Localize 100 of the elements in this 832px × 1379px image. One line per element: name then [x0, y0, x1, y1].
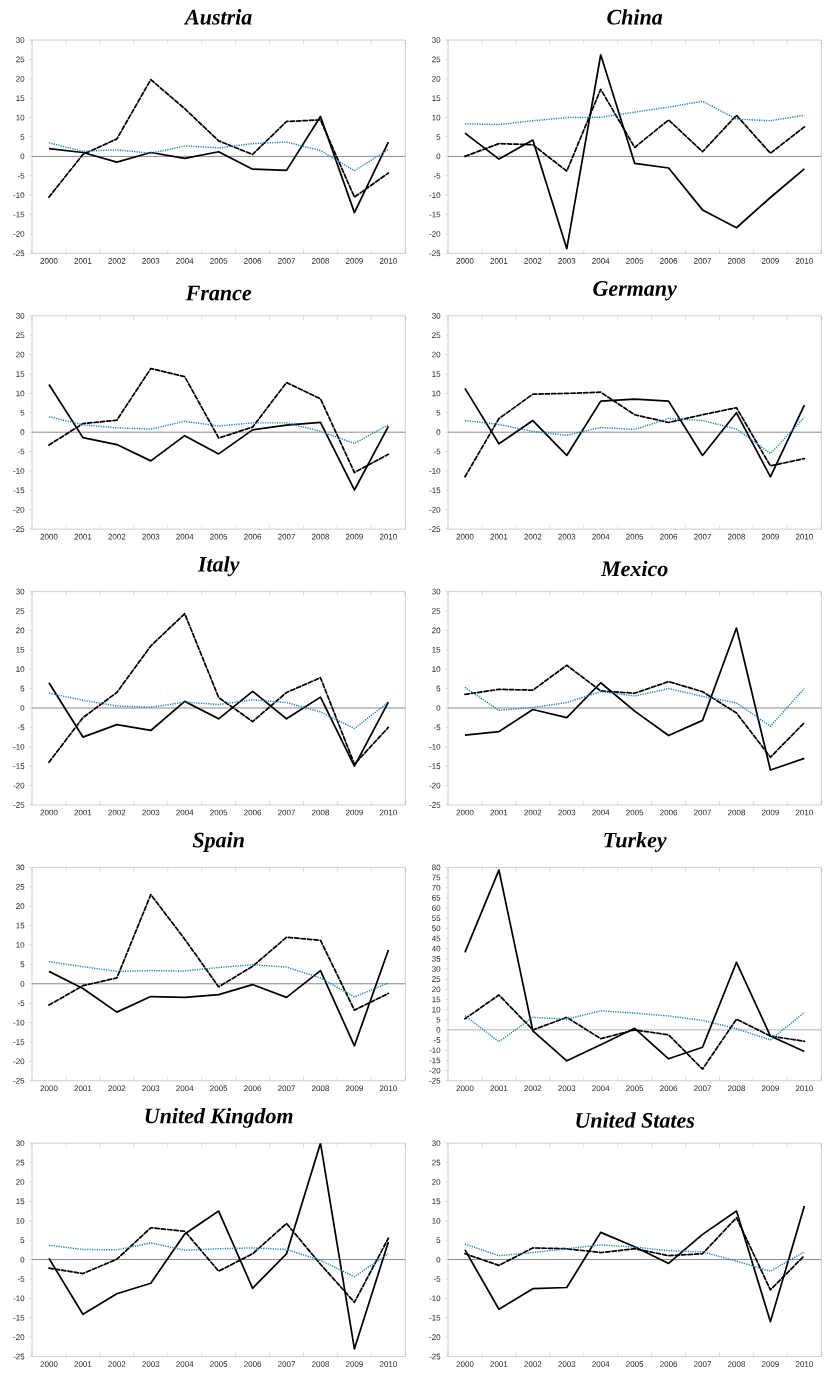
- x-tick-label: 2006: [660, 1085, 678, 1092]
- x-tick-label: 2010: [795, 1085, 813, 1092]
- y-tick-label: 25: [432, 56, 441, 63]
- x-tick-label: 2010: [379, 258, 397, 264]
- x-tick-label: 2007: [278, 1361, 296, 1367]
- y-tick-label: 15: [16, 647, 25, 653]
- x-tick-label: 2001: [74, 1361, 92, 1367]
- y-tick-label: 20: [432, 627, 441, 634]
- y-tick-label: 15: [432, 996, 441, 1003]
- x-tick-label: 2005: [626, 1085, 644, 1092]
- y-tick-label: -15: [13, 763, 25, 769]
- y-tick-label: 0: [436, 1027, 441, 1033]
- y-tick-label: 5: [20, 134, 25, 140]
- y-tick-label: 20: [16, 627, 25, 634]
- y-tick-label: -20: [13, 782, 25, 789]
- y-tick-label: -25: [429, 1077, 441, 1084]
- y-tick-label: -5: [433, 1037, 441, 1043]
- y-tick-label: -10: [429, 1047, 441, 1054]
- chart-title: Austria: [183, 9, 252, 25]
- y-tick-label: -20: [429, 231, 441, 237]
- x-tick-label: 2005: [626, 809, 644, 816]
- chart-title: United States: [576, 1112, 695, 1128]
- x-tick-label: 2001: [74, 809, 92, 816]
- x-tick-label: 2007: [694, 533, 712, 540]
- x-tick-label: 2007: [694, 258, 712, 264]
- x-tick-label: 2010: [795, 533, 813, 540]
- x-tick-label: 2009: [761, 258, 779, 264]
- y-tick-label: 0: [20, 153, 25, 160]
- y-tick-label: -5: [433, 172, 441, 179]
- y-tick-label: 5: [436, 134, 441, 140]
- x-tick-label: 2002: [108, 1085, 126, 1092]
- chart-title: China: [607, 9, 663, 25]
- x-tick-label: 2009: [345, 1085, 363, 1092]
- y-tick-label: 50: [432, 925, 441, 932]
- x-tick-label: 2006: [244, 533, 262, 540]
- x-tick-label: 2002: [524, 1085, 542, 1092]
- y-tick-label: -10: [13, 1019, 25, 1026]
- y-tick-label: 40: [431, 945, 441, 952]
- y-tick-label: -20: [13, 506, 25, 513]
- x-tick-label: 2004: [176, 809, 194, 816]
- x-tick-label: 2006: [660, 533, 678, 540]
- y-tick-label: -20: [429, 1334, 441, 1340]
- x-tick-label: 2010: [379, 809, 397, 816]
- y-tick-label: 5: [20, 1237, 25, 1243]
- y-tick-label: -15: [429, 763, 441, 769]
- x-tick-label: 2009: [345, 809, 363, 816]
- x-tick-label: 2008: [311, 533, 330, 540]
- x-tick-label: 2006: [660, 1361, 678, 1367]
- y-tick-label: -5: [433, 448, 441, 455]
- x-tick-label: 2004: [592, 533, 610, 540]
- y-tick-label: 65: [432, 895, 441, 901]
- x-tick-label: 2002: [108, 809, 126, 816]
- x-tick-label: 2007: [278, 1085, 296, 1092]
- x-tick-label: 2003: [558, 533, 576, 540]
- x-tick-label: 2003: [558, 1085, 576, 1092]
- x-tick-label: 2003: [142, 1085, 160, 1092]
- y-tick-label: -25: [429, 526, 441, 532]
- y-tick-label: 10: [432, 114, 441, 121]
- x-tick-label: 2004: [592, 1085, 610, 1092]
- y-tick-label: 15: [432, 1198, 441, 1205]
- x-tick-label: 2005: [210, 533, 228, 540]
- x-tick-label: 2006: [244, 1361, 262, 1367]
- y-tick-label: 20: [16, 351, 25, 358]
- x-tick-label: 2007: [694, 1361, 712, 1367]
- y-tick-label: 30: [16, 864, 25, 871]
- y-tick-label: -5: [433, 1276, 441, 1282]
- x-tick-label: 2007: [694, 809, 712, 816]
- y-tick-label: 25: [432, 976, 441, 982]
- x-tick-label: 2000: [40, 533, 58, 540]
- y-tick-label: 25: [16, 56, 25, 63]
- chart-title: Turkey: [604, 832, 667, 853]
- y-tick-label: 30: [432, 966, 441, 972]
- y-tick-label: 15: [16, 1198, 25, 1205]
- x-tick-label: 2003: [142, 1361, 160, 1367]
- y-tick-label: 20: [432, 75, 441, 82]
- x-tick-label: 2009: [761, 533, 779, 540]
- y-tick-label: 20: [16, 75, 25, 82]
- y-tick-label: 25: [432, 1159, 441, 1166]
- x-tick-label: 2001: [490, 258, 508, 264]
- y-tick-label: -15: [429, 1057, 441, 1064]
- y-tick-label: 60: [432, 905, 441, 911]
- x-tick-label: 2001: [490, 1361, 508, 1367]
- x-tick-label: 2004: [176, 533, 194, 540]
- y-tick-label: 5: [20, 685, 25, 692]
- y-tick-label: 35: [432, 956, 441, 962]
- y-tick-label: 70: [432, 884, 441, 891]
- y-tick-label: -10: [429, 1295, 441, 1302]
- y-tick-label: 15: [432, 647, 441, 653]
- y-tick-label: 25: [16, 608, 25, 614]
- y-tick-label: -25: [13, 1353, 25, 1360]
- y-tick-label: -10: [13, 192, 25, 199]
- y-tick-label: 5: [436, 685, 441, 692]
- y-tick-label: 10: [432, 1006, 441, 1013]
- chart-title: Spain: [192, 832, 244, 853]
- chart-title: Germany: [593, 281, 677, 301]
- y-tick-label: 20: [432, 986, 441, 993]
- x-tick-label: 2008: [311, 258, 330, 264]
- x-tick-label: 2003: [142, 533, 160, 540]
- x-tick-label: 2000: [456, 809, 474, 816]
- y-tick-label: -20: [13, 231, 25, 237]
